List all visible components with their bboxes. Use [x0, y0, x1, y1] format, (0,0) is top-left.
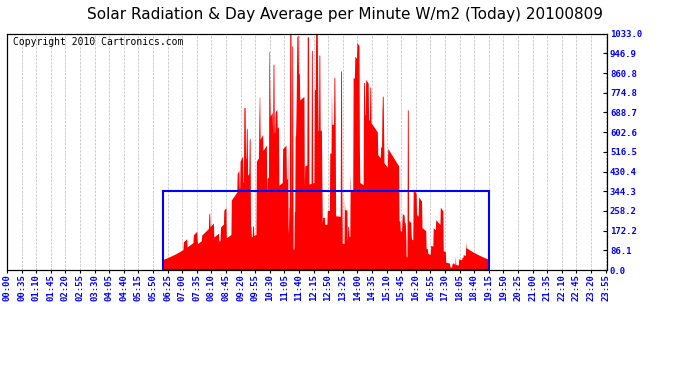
Text: Copyright 2010 Cartronics.com: Copyright 2010 Cartronics.com	[13, 37, 184, 47]
Text: Solar Radiation & Day Average per Minute W/m2 (Today) 20100809: Solar Radiation & Day Average per Minute…	[87, 8, 603, 22]
Bar	[164, 191, 489, 270]
